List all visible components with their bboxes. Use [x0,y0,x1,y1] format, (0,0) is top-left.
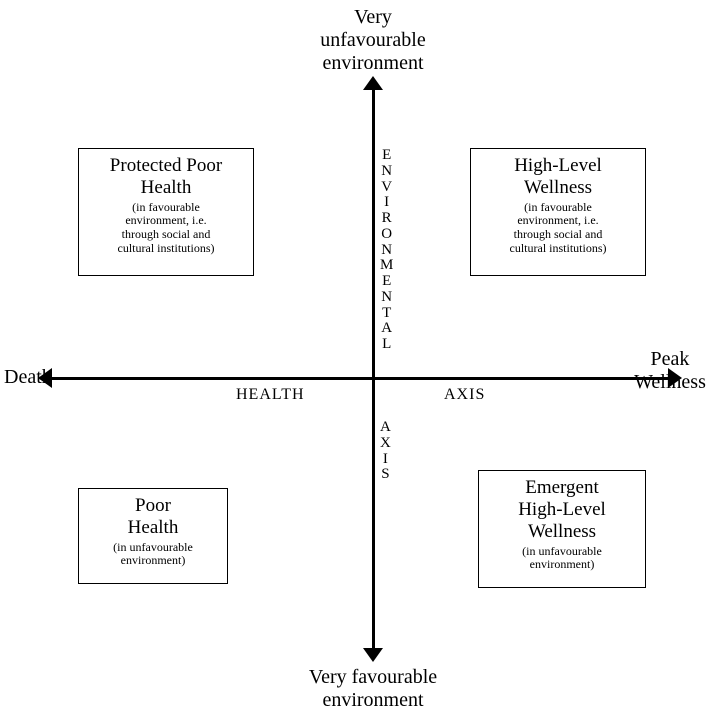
quadrant-bottom-left: Poor Health (in unfavourable environment… [78,488,228,584]
quadrant-subtitle: (in favourable environment, i.e. through… [477,201,639,256]
quadrant-title: Emergent High-Level Wellness [485,477,639,543]
axis-label-right: Peak Wellness [620,348,720,394]
quadrant-title: Protected Poor Health [85,155,247,199]
quadrant-subtitle: (in unfavourable environment) [485,545,639,573]
axis-label-bottom: Very favourable environment [253,666,493,712]
vertical-axis-line [372,88,375,650]
arrow-down-icon [363,648,383,662]
quadrant-subtitle: (in favourable environment, i.e. through… [85,201,247,256]
quadrant-top-right: High-Level Wellness (in favourable envir… [470,148,646,276]
quadrant-top-left: Protected Poor Health (in favourable env… [78,148,254,276]
quadrant-bottom-right: Emergent High-Level Wellness (in unfavou… [478,470,646,588]
quadrant-title: Poor Health [85,495,221,539]
axis-word-axis-h: AXIS [444,386,485,404]
axis-word-axis-v: AXIS [380,420,392,483]
quadrant-title: High-Level Wellness [477,155,639,199]
axis-word-environmental: ENVIRONMENTAL [380,148,394,353]
axis-word-health: HEALTH [236,386,305,404]
axis-label-top: Very unfavourable environment [273,6,473,75]
quadrant-diagram: Very unfavourable environment Very favou… [0,0,722,722]
axis-label-left: Death [0,366,62,389]
quadrant-subtitle: (in unfavourable environment) [85,541,221,569]
arrow-up-icon [363,76,383,90]
horizontal-axis-line [50,377,670,380]
